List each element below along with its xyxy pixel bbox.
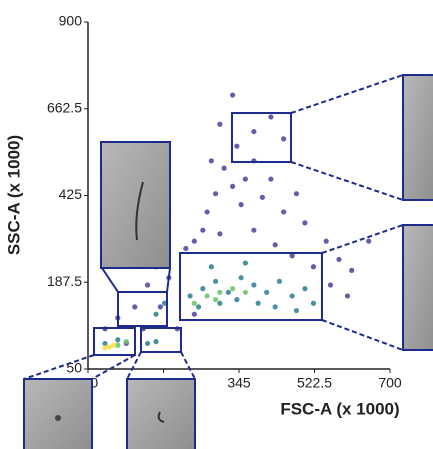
point [345, 293, 350, 298]
connector [291, 162, 403, 200]
point [281, 209, 286, 214]
point [251, 228, 256, 233]
point [132, 304, 137, 309]
point [311, 264, 316, 269]
point [192, 312, 197, 317]
gate [141, 328, 181, 352]
point [251, 282, 256, 287]
point [213, 191, 218, 196]
point [243, 260, 248, 265]
cell-image [403, 75, 433, 200]
y-tick-label: 187.5 [47, 273, 82, 289]
point [204, 209, 209, 214]
point [302, 286, 307, 291]
gate [180, 253, 322, 320]
point [239, 275, 244, 280]
cell-image [101, 142, 170, 268]
point [239, 202, 244, 207]
connector [291, 75, 403, 113]
point [336, 257, 341, 262]
point [158, 304, 163, 309]
y-tick-label: 425 [59, 186, 83, 202]
point [256, 301, 261, 306]
point [222, 166, 227, 171]
point [230, 92, 235, 97]
point [192, 239, 197, 244]
point [124, 339, 129, 344]
point [243, 290, 248, 295]
point [196, 304, 201, 309]
x-tick-label: 700 [378, 375, 402, 391]
point [115, 337, 120, 342]
cell-image [24, 379, 92, 449]
chart: -10167.5345522.570050187.5425662.5900 FS… [0, 0, 433, 449]
connector [322, 225, 403, 253]
point [102, 345, 107, 350]
insets [24, 75, 433, 449]
cell-image [127, 379, 195, 449]
point [349, 268, 354, 273]
point [264, 290, 269, 295]
x-tick-label: 522.5 [297, 375, 332, 391]
point [217, 122, 222, 127]
cell-image [403, 225, 433, 350]
point [234, 297, 239, 302]
point [324, 239, 329, 244]
point [217, 290, 222, 295]
point [145, 341, 150, 346]
point [290, 293, 295, 298]
x-axis-label: FSC-A (x 1000) [280, 399, 399, 418]
point [294, 191, 299, 196]
point [209, 158, 214, 163]
point [302, 220, 307, 225]
point [268, 176, 273, 181]
point [234, 144, 239, 149]
point [277, 279, 282, 284]
connector [102, 268, 118, 292]
point [366, 239, 371, 244]
point [204, 293, 209, 298]
point [217, 231, 222, 236]
point [260, 195, 265, 200]
point [209, 264, 214, 269]
y-axis-label: SSC-A (x 1000) [4, 135, 23, 255]
point [153, 312, 158, 317]
point [243, 176, 248, 181]
point [268, 114, 273, 119]
point [200, 286, 205, 291]
point [230, 184, 235, 189]
point [281, 136, 286, 141]
x-tick-label: 345 [227, 375, 251, 391]
point [192, 301, 197, 306]
point [230, 286, 235, 291]
point [183, 246, 188, 251]
point [273, 242, 278, 247]
point [294, 308, 299, 313]
point [251, 129, 256, 134]
point [213, 297, 218, 302]
connector [181, 352, 195, 379]
point [213, 279, 218, 284]
point [200, 228, 205, 233]
point [111, 343, 116, 348]
point [273, 304, 278, 309]
connector [322, 320, 403, 350]
cell [55, 415, 61, 421]
point [328, 282, 333, 287]
y-tick-label: 900 [59, 13, 83, 29]
point [145, 282, 150, 287]
point [226, 290, 231, 295]
point [311, 301, 316, 306]
point [153, 339, 158, 344]
point [217, 301, 222, 306]
y-tick-label: 662.5 [47, 99, 82, 115]
point [187, 293, 192, 298]
